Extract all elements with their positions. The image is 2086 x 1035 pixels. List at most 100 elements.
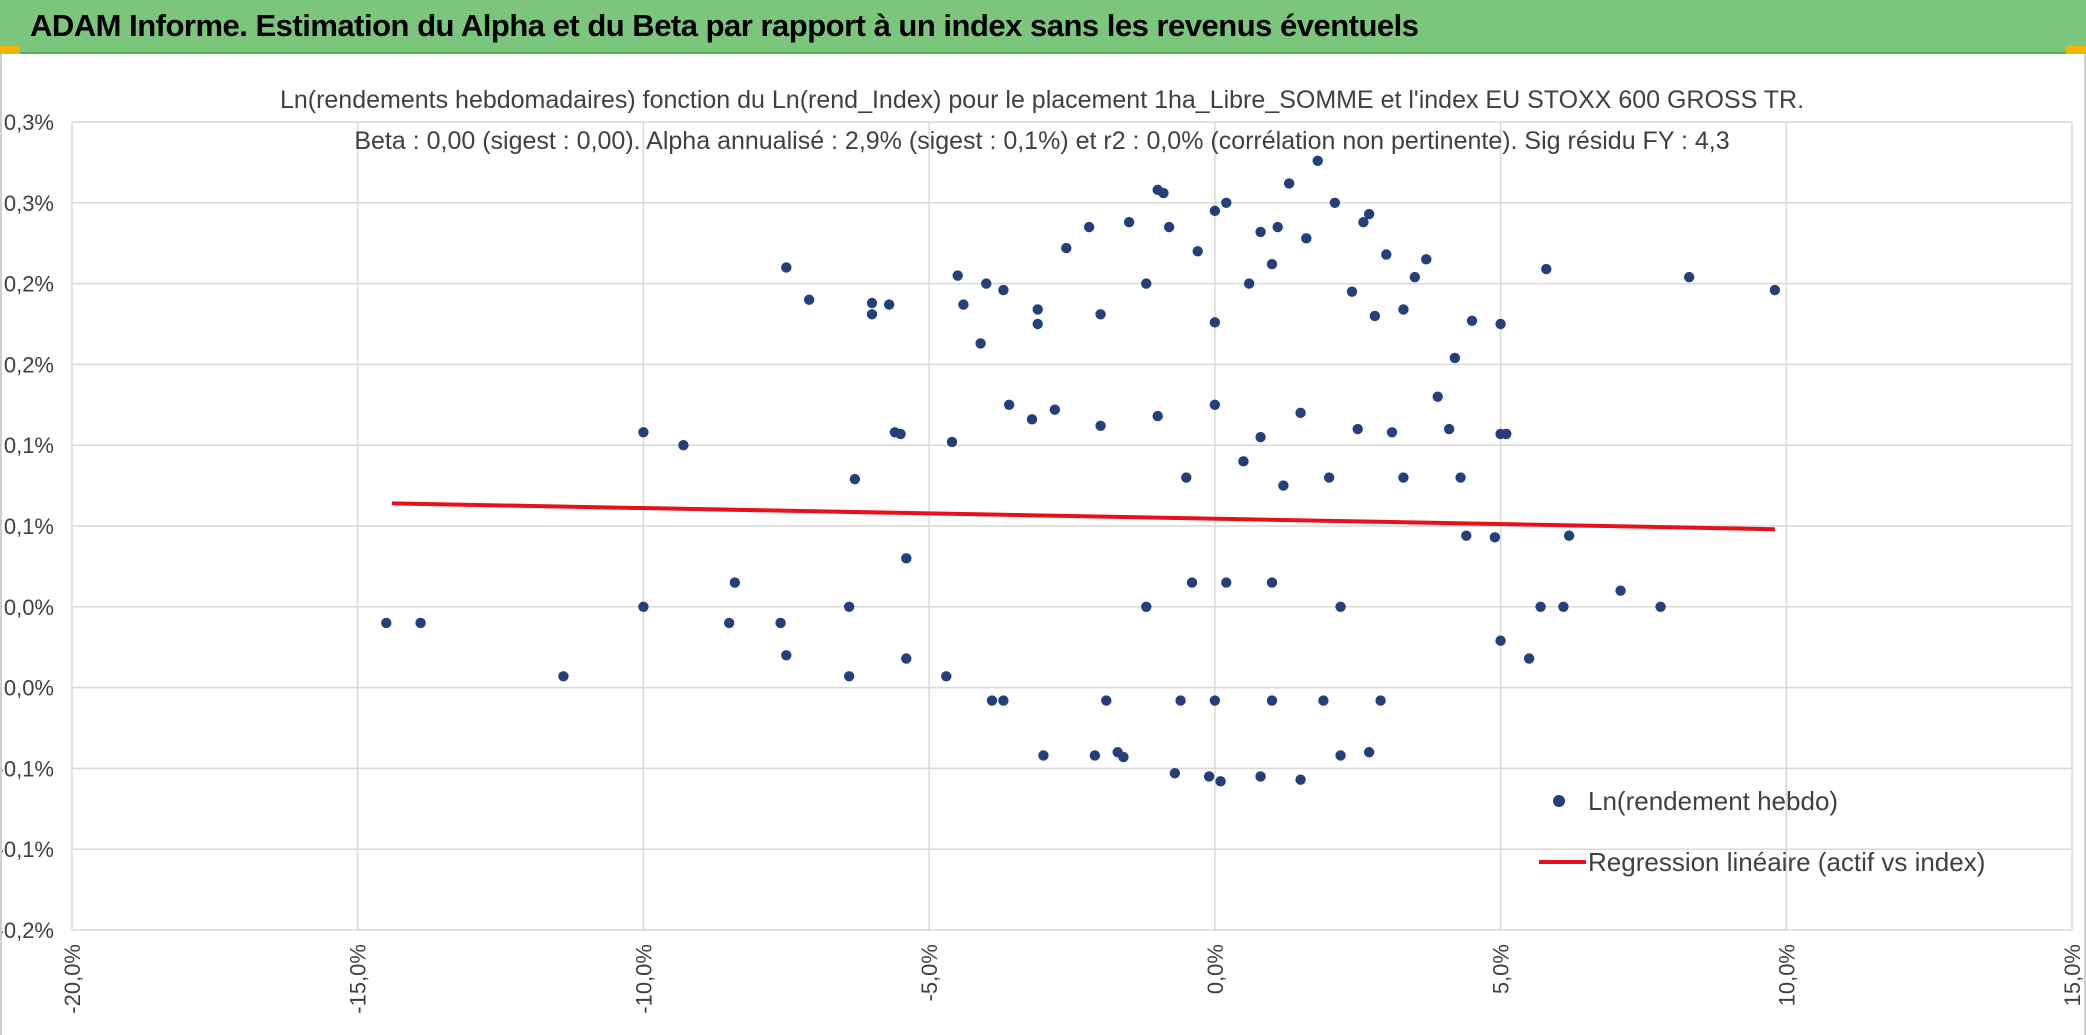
data-point <box>986 695 998 706</box>
data-point <box>849 473 861 485</box>
y-tick-label: 0,1% <box>4 433 54 458</box>
data-point <box>1061 242 1072 254</box>
data-point <box>1501 428 1512 440</box>
data-point <box>1523 653 1535 664</box>
data-point <box>1346 286 1358 297</box>
y-tick-label: 0,2% <box>4 272 54 297</box>
data-point <box>1363 208 1375 220</box>
data-point <box>998 284 1009 296</box>
data-point <box>1421 254 1432 265</box>
y-tick-label: 0,1% <box>4 514 54 539</box>
data-point <box>843 671 855 682</box>
data-point <box>803 294 815 305</box>
data-point <box>1209 695 1221 706</box>
data-point <box>1192 246 1203 257</box>
data-point <box>1118 751 1129 763</box>
data-point <box>1003 399 1015 410</box>
scatter-chart: -0,2% -0,1% -0,1% 0,0% 0,0% 0,1% 0,1% 0,2% 0,2% 0… <box>2 86 2084 1014</box>
data-point <box>1209 317 1221 328</box>
data-point <box>1301 233 1312 244</box>
data-point <box>1083 221 1095 233</box>
data-point <box>1181 472 1192 483</box>
data-point <box>1312 155 1323 166</box>
x-tick-label: -5,0% <box>917 944 942 1001</box>
data-point <box>1443 423 1455 435</box>
data-point <box>723 617 735 629</box>
data-point <box>381 617 392 629</box>
data-point <box>1032 304 1043 315</box>
regression-line <box>391 501 1775 532</box>
data-point <box>901 653 912 664</box>
data-point <box>1032 318 1043 330</box>
y-tick-label: 0,2% <box>4 352 54 377</box>
data-point <box>981 278 992 289</box>
data-point <box>558 671 569 682</box>
data-point <box>638 601 649 612</box>
data-point <box>1769 284 1781 296</box>
data-point <box>1215 776 1226 787</box>
chart-title-line2: Beta : 0,00 (sigest : 0,00). Alpha annua… <box>354 127 1729 155</box>
x-tick-label: 15,0% <box>2060 944 2084 1006</box>
data-point <box>1255 431 1266 443</box>
data-point <box>1038 750 1049 761</box>
data-point <box>1095 309 1106 320</box>
data-point <box>1318 695 1329 706</box>
data-point <box>1272 221 1283 233</box>
data-point <box>1386 427 1398 438</box>
data-point <box>958 299 969 310</box>
data-point <box>1535 601 1546 612</box>
data-point <box>1101 695 1112 706</box>
data-point <box>1466 315 1478 326</box>
data-point <box>1266 577 1278 588</box>
legend-points-label: Ln(rendement hebdo) <box>1588 786 1838 816</box>
data-point <box>895 428 906 440</box>
header-corner-right <box>2066 46 2086 54</box>
data-point <box>1563 530 1575 541</box>
data-point <box>1266 259 1278 270</box>
data-point <box>1169 768 1181 779</box>
data-points <box>381 155 1781 787</box>
data-point <box>1335 750 1346 761</box>
data-point <box>775 617 786 629</box>
x-tick-label: -20,0% <box>60 944 85 1014</box>
data-point <box>415 617 426 629</box>
data-point <box>1152 410 1163 422</box>
chart-frame: -0,2% -0,1% -0,1% 0,0% 0,0% 0,1% 0,1% 0,2% 0,2% 0… <box>0 54 2086 1035</box>
regression-layer <box>391 501 1775 532</box>
data-point <box>1266 695 1278 706</box>
y-tick-label: -0,2% <box>2 918 54 943</box>
data-point <box>1495 635 1506 646</box>
data-point <box>1026 414 1038 425</box>
data-point <box>1186 577 1198 588</box>
data-point <box>1455 472 1466 483</box>
data-point <box>1375 695 1386 706</box>
data-point <box>1358 216 1369 228</box>
data-point <box>1295 774 1306 785</box>
data-point <box>1283 178 1295 189</box>
data-point <box>1363 747 1375 758</box>
data-point <box>866 309 878 320</box>
data-point <box>1558 601 1569 612</box>
data-point <box>1255 226 1266 238</box>
y-tick-label: -0,1% <box>2 756 54 781</box>
data-point <box>998 695 1009 706</box>
data-point <box>1209 399 1221 410</box>
y-tick-label: 0,0% <box>4 676 54 701</box>
report-title: ADAM Informe. Estimation du Alpha et du … <box>30 8 1419 43</box>
data-point <box>1049 404 1061 415</box>
legend-line-label: Regression linéaire (actif vs index) <box>1588 847 1985 877</box>
data-point <box>1398 472 1409 483</box>
x-tick-label: 10,0% <box>1774 944 1799 1006</box>
data-point <box>638 427 649 438</box>
data-point <box>1489 532 1501 543</box>
y-tick-label: 0,3% <box>4 191 54 216</box>
data-point <box>1123 216 1135 228</box>
axes: -0,2% -0,1% -0,1% 0,0% 0,0% 0,1% 0,1% 0,2% 0,2% 0… <box>2 110 2084 1014</box>
data-point <box>952 270 963 281</box>
data-point <box>1141 278 1152 289</box>
data-point <box>883 299 895 310</box>
data-point <box>946 436 958 448</box>
x-tick-label: -15,0% <box>346 944 371 1014</box>
data-point <box>1432 391 1443 402</box>
data-point <box>866 297 878 309</box>
